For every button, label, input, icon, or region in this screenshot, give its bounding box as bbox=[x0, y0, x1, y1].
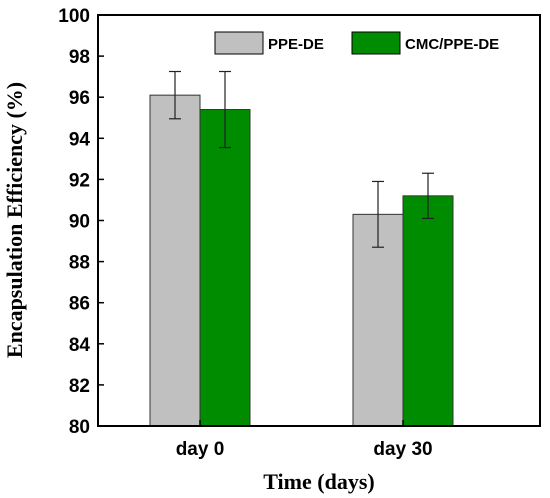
y-tick-label: 100 bbox=[58, 6, 90, 27]
bar-cmc-ppe-de-day-0 bbox=[199, 109, 251, 427]
y-tick-label: 94 bbox=[69, 129, 91, 150]
plot-frame bbox=[97, 14, 541, 427]
y-tick-label: 90 bbox=[69, 212, 90, 233]
bar-cmc-ppe-de-day-30 bbox=[402, 195, 454, 427]
legend-swatch-ppe-de bbox=[214, 31, 264, 55]
legend-label-ppe-de: PPE-DE bbox=[268, 36, 324, 53]
x-tick-label: day 30 bbox=[373, 439, 432, 460]
y-tick-label: 96 bbox=[69, 88, 90, 109]
bar-ppe-de-day-0 bbox=[149, 94, 201, 427]
x-tick-label: day 0 bbox=[176, 439, 225, 460]
y-tick-label: 82 bbox=[69, 376, 90, 397]
y-tick-label: 98 bbox=[69, 47, 90, 68]
legend-label-cmc-ppe-de: CMC/PPE-DE bbox=[405, 36, 499, 53]
x-axis-ticks: day 0 day 30 bbox=[176, 420, 433, 460]
y-tick-label: 86 bbox=[69, 294, 90, 315]
x-axis-title: Time (days) bbox=[263, 469, 374, 494]
y-tick-label: 88 bbox=[69, 253, 90, 274]
legend-swatch-cmc-ppe-de bbox=[351, 31, 401, 55]
legend: PPE-DE CMC/PPE-DE bbox=[214, 31, 499, 55]
y-tick-label: 92 bbox=[69, 170, 90, 191]
y-tick-label: 84 bbox=[69, 335, 91, 356]
y-tick-label: 80 bbox=[69, 417, 90, 438]
bars bbox=[149, 94, 454, 427]
y-axis-ticks: 80 82 84 86 88 90 92 94 96 98 100 bbox=[58, 6, 104, 438]
error-bars bbox=[169, 70, 434, 248]
y-axis-title: Encapsulation Efficiency (%) bbox=[2, 82, 27, 358]
